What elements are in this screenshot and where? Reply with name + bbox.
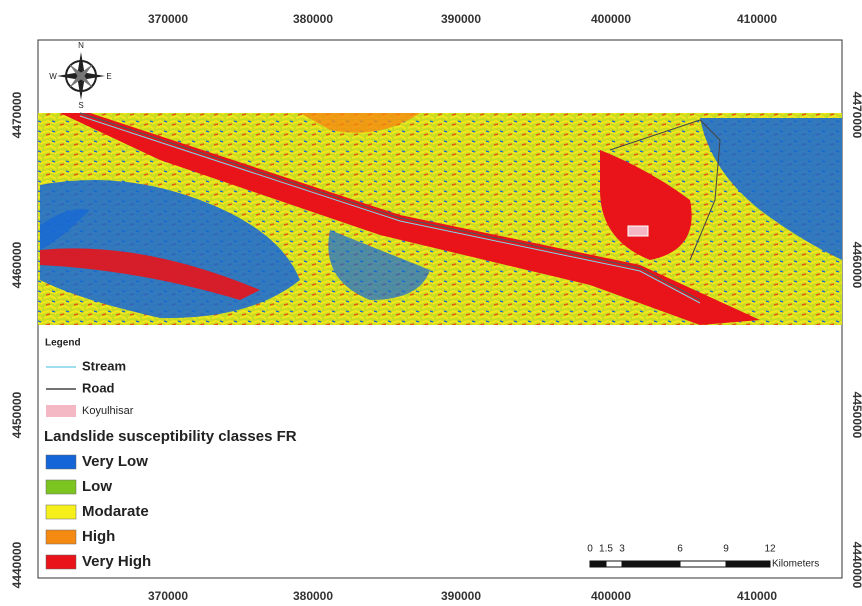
class-label: Very High [82,553,151,570]
class-swatch [46,480,76,494]
left-tick-label: 4460000 [10,241,24,288]
left-tick-label: 4450000 [10,391,24,438]
legend-label: Stream [82,358,126,373]
left-tick-label: 4440000 [10,541,24,588]
class-label: High [82,528,115,545]
scale-segment [680,561,726,567]
bottom-tick-label: 410000 [737,589,777,603]
scale-label: 12 [764,544,776,555]
class-label: Very Low [82,453,148,470]
scale-label: 1.5 [599,544,613,555]
scale-segment [622,561,680,567]
top-tick-label: 410000 [737,12,777,26]
scale-label: 9 [723,544,729,555]
class-swatch [46,505,76,519]
right-tick-label: 4450000 [850,392,862,439]
right-tick-label: 4460000 [850,242,862,289]
scale-label: 6 [677,544,683,555]
bottom-tick-label: 400000 [591,589,631,603]
class-label: Modarate [82,503,149,520]
legend-swatch [46,405,76,417]
right-tick-label: 4440000 [850,542,862,589]
top-tick-label: 390000 [441,12,481,26]
compass-e: E [106,72,111,81]
top-tick-label: 400000 [591,12,631,26]
right-tick-label: 4470000 [850,92,862,139]
bottom-tick-label: 370000 [148,589,188,603]
page: N S E W Legend Landslide susceptibility … [0,0,862,606]
class-swatch [46,455,76,469]
scale-segment [606,561,622,567]
scale-label: 3 [619,544,625,555]
class-swatch [46,530,76,544]
class-swatch [46,555,76,569]
scale-unit: Kilometers [772,559,819,570]
scale-segment [726,561,770,567]
bottom-tick-label: 390000 [441,589,481,603]
top-tick-label: 380000 [293,12,333,26]
compass-n: N [78,41,84,50]
susceptibility-raster [38,113,842,325]
top-tick-label: 370000 [148,12,188,26]
compass-s: S [78,101,83,110]
compass-w: W [49,72,57,81]
legend-label: Road [82,380,115,395]
classes-title: Landslide susceptibility classes FR [44,428,297,445]
map: N S E W Legend Landslide susceptibility … [0,0,862,606]
legend-title: Legend [45,338,81,349]
scale-segment [590,561,606,567]
left-tick-label: 4470000 [10,91,24,138]
legend-label: Koyulhisar [82,405,134,417]
bottom-tick-label: 380000 [293,589,333,603]
class-label: Low [82,478,112,495]
scale-label: 0 [587,544,593,555]
